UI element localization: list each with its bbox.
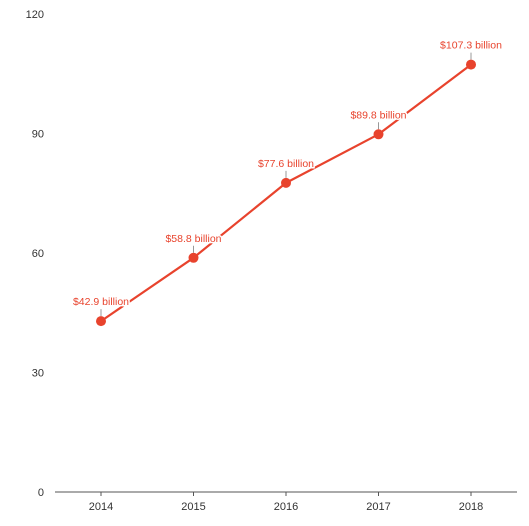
x-tick-label: 2018 — [459, 501, 483, 513]
x-tick-label: 2016 — [274, 501, 298, 513]
data-label: $42.9 billion — [73, 296, 129, 308]
y-tick-label: 90 — [32, 129, 44, 141]
y-tick-label: 30 — [32, 368, 44, 380]
data-label: $89.8 billion — [350, 109, 406, 121]
data-point — [281, 177, 291, 188]
data-label: $58.8 billion — [165, 233, 221, 245]
x-tick-label: 2017 — [366, 501, 390, 513]
data-point — [96, 316, 106, 327]
x-tick-label: 2014 — [89, 501, 113, 513]
series-line — [100, 63, 472, 323]
data-point — [188, 252, 199, 263]
data-label: $77.6 billion — [258, 158, 314, 170]
y-tick-label: 60 — [32, 248, 44, 260]
data-point — [466, 59, 476, 70]
x-tick-label: 2015 — [181, 501, 205, 513]
data-label: $107.3 billion — [440, 40, 502, 52]
data-point — [373, 129, 384, 140]
y-tick-label: 120 — [26, 9, 44, 21]
y-tick-label: 0 — [38, 487, 44, 499]
